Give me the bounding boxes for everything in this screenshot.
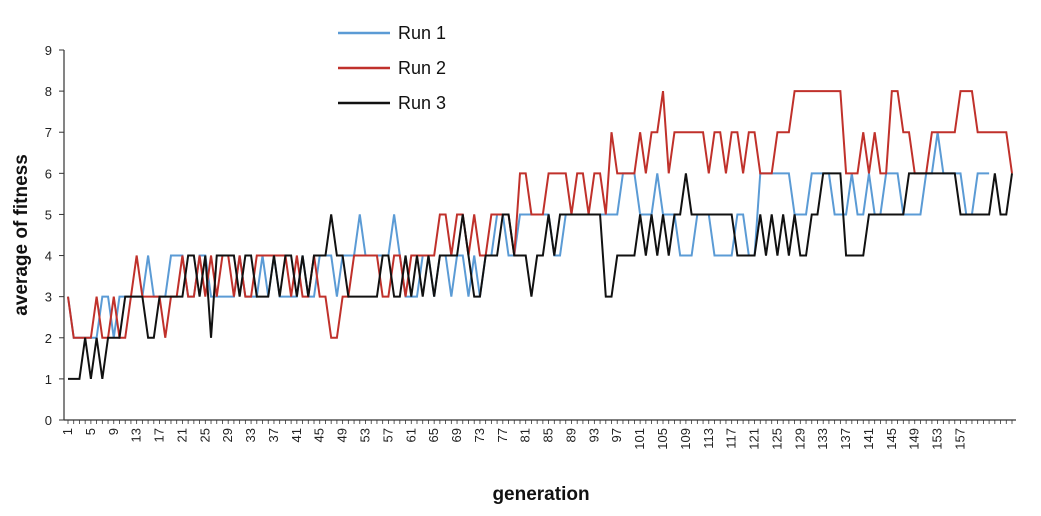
y-axis-ticks: 0 1 2 3 4 5 6 7 8 9 [45,43,64,428]
x-tick-label: 25 [197,428,212,442]
x-tick-label: 17 [152,428,167,442]
legend-label: Run 2 [398,58,446,78]
x-tick-label: 121 [747,428,762,450]
x-tick-label: 157 [953,428,968,450]
x-axis-title: generation [492,484,589,505]
x-tick-label: 37 [266,428,281,442]
x-tick-label: 53 [358,428,373,442]
y-tick-label: 8 [45,84,52,99]
x-tick-label: 105 [655,428,670,450]
x-tick-label: 45 [312,428,327,442]
x-tick-label: 117 [724,428,739,449]
y-axis-title: average of fitness [11,154,32,316]
x-tick-label: 9 [106,428,121,435]
y-tick-label: 0 [45,413,52,428]
series-line-run-3 [68,172,1013,380]
x-tick-label: 85 [541,428,556,442]
x-tick-label: 101 [632,428,647,450]
x-tick-label: 141 [861,428,876,450]
x-tick-label: 149 [907,428,922,450]
x-tick-label: 129 [792,428,807,450]
x-tick-label: 153 [930,428,945,450]
x-tick-label: 21 [174,428,189,442]
x-tick-label: 125 [769,428,784,450]
x-tick-label: 109 [678,428,693,450]
x-tick-label: 61 [403,428,418,442]
x-tick-label: 33 [243,428,258,442]
x-tick-label: 49 [335,428,350,442]
y-tick-label: 4 [45,249,52,264]
y-tick-label: 7 [45,125,52,140]
y-tick-label: 5 [45,207,52,222]
y-tick-label: 3 [45,290,52,305]
x-tick-label: 97 [609,428,624,442]
x-tick-label: 65 [426,428,441,442]
x-tick-label: 5 [83,428,98,435]
x-tick-label: 41 [289,428,304,442]
x-tick-label: 137 [838,428,853,450]
x-tick-label: 93 [586,428,601,442]
y-tick-label: 2 [45,331,52,346]
x-tick-label: 81 [518,428,533,442]
x-tick-label: 57 [380,428,395,442]
series-lines [67,90,1013,380]
x-tick-label: 133 [815,428,830,450]
y-tick-label: 9 [45,43,52,58]
x-tick-label: 145 [884,428,899,450]
x-axis-ticks: 1 5 9 13 17 21 25 29 33 37 41 45 49 53 57 61 65 69 73 77 81 8… [60,420,1013,450]
legend-label: Run 1 [398,23,446,43]
y-tick-label: 1 [45,372,52,387]
x-tick-label: 89 [563,428,578,442]
x-tick-label: 77 [495,428,510,442]
x-tick-label: 69 [449,428,464,442]
x-tick-label: 13 [129,428,144,442]
x-tick-label: 1 [60,428,75,435]
x-tick-label: 29 [220,428,235,442]
series-line-run-1 [67,132,990,339]
x-tick-label: 73 [472,428,487,442]
x-tick-label: 113 [701,428,716,449]
y-tick-label: 6 [45,166,52,181]
legend: Run 1 Run 2 Run 3 [338,23,446,113]
legend-label: Run 3 [398,93,446,113]
